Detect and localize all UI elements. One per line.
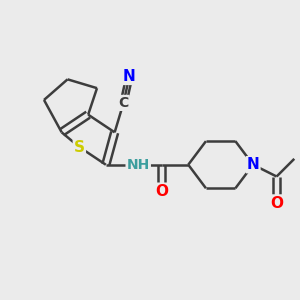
Text: N: N bbox=[247, 157, 260, 172]
Text: S: S bbox=[74, 140, 85, 154]
Text: C: C bbox=[118, 96, 129, 110]
Text: O: O bbox=[270, 196, 283, 211]
Text: N: N bbox=[123, 69, 136, 84]
Text: NH: NH bbox=[127, 158, 150, 172]
Text: O: O bbox=[155, 184, 168, 199]
